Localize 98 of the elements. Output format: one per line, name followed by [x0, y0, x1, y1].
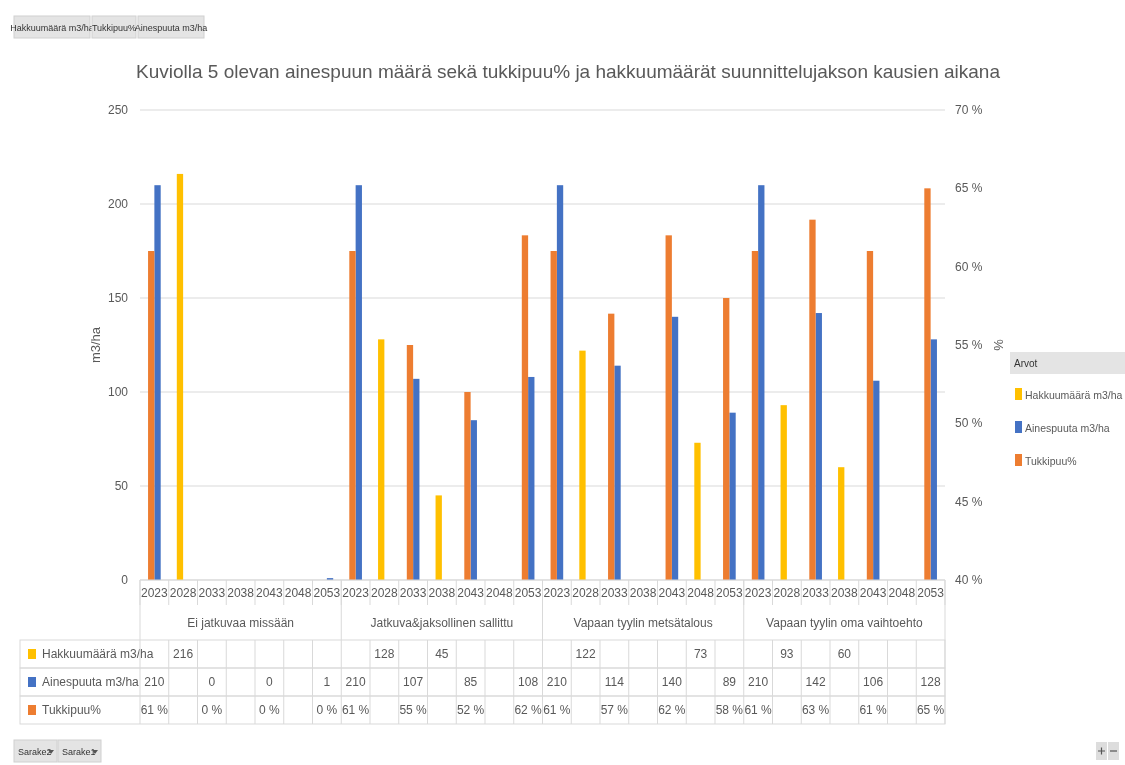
field-button: Sarake2 — [13, 739, 58, 763]
data-label: 210 — [345, 675, 366, 689]
x-tick-label: 2023 — [141, 586, 169, 600]
data-label: 140 — [661, 675, 683, 689]
x-tick-label: 2028 — [773, 586, 801, 600]
x-tick-label: 2033 — [399, 586, 427, 600]
data-label: 114 — [604, 675, 625, 689]
data-label: 106 — [863, 675, 884, 689]
legend-label: Hakkuumäärä m3/ha — [42, 647, 154, 661]
data-label: 1 — [323, 675, 331, 689]
x-tick-label: 2023 — [543, 586, 571, 600]
data-label: 58 % — [715, 703, 744, 717]
y2-axis-title: % — [991, 338, 1006, 351]
y2-tick-label: 70 % — [955, 103, 983, 117]
x-tick-label: 2038 — [831, 586, 859, 600]
x-tick-label: 2038 — [629, 586, 657, 600]
x-tick-label: 2043 — [457, 586, 485, 600]
x-tick-label: 2033 — [198, 586, 226, 600]
field-button: Tukkipuu% — [91, 15, 137, 39]
x-tick-label: 2043 — [859, 586, 887, 600]
legend-title: Arvot — [1014, 358, 1038, 369]
x-tick-label: 2053 — [313, 586, 341, 600]
data-label: 128 — [374, 647, 395, 661]
data-label: 57 % — [600, 703, 629, 717]
data-label: 73 — [693, 647, 708, 661]
data-label: 210 — [144, 675, 165, 689]
y2-tick-label: 50 % — [955, 416, 983, 431]
data-label: 45 — [435, 647, 449, 661]
data-label: 108 — [518, 675, 539, 689]
x-tick-label: 2028 — [572, 586, 600, 600]
data-label: 0 — [266, 675, 274, 689]
data-label: 210 — [546, 675, 568, 689]
text: Jatkuva&jaksollinen sallittu — [370, 616, 514, 630]
data-label: 89 — [722, 675, 737, 689]
data-label: 61 % — [744, 703, 773, 717]
x-tick-label: 2033 — [601, 586, 629, 600]
text: Ei jatkuvaa missään — [187, 616, 294, 630]
field-button: Ainespuuta m3/ha — [134, 15, 208, 39]
data-label: 55 % — [399, 703, 428, 717]
x-tick-label: 2028 — [371, 586, 399, 600]
y2-tick-label: 40 % — [955, 573, 983, 587]
field-button: Sarake1 — [57, 739, 102, 763]
x-tick-label: 2043 — [658, 586, 686, 600]
x-tick-label: 2048 — [888, 586, 916, 600]
y-tick-label: 50 — [114, 479, 129, 493]
x-tick-label: 2023 — [342, 586, 370, 600]
y2-tick-label: 55 % — [955, 338, 983, 352]
x-tick-label: 2048 — [486, 586, 514, 600]
data-label: 210 — [748, 675, 769, 689]
y-tick-label: 150 — [107, 291, 129, 305]
y-axis-title: m3/ha — [88, 326, 103, 364]
data-label: 107 — [403, 675, 424, 689]
x-tick-label: 2028 — [169, 586, 197, 600]
data-label: 128 — [920, 675, 941, 689]
x-tick-label: 2053 — [917, 586, 945, 600]
data-label: 63 % — [801, 703, 830, 717]
data-label: 122 — [575, 647, 596, 661]
data-label: 93 — [780, 647, 794, 661]
x-tick-label: 2048 — [284, 586, 312, 600]
chart-title: Kuviolla 5 olevan ainespuun määrä sekä tukkipuu% ja hakkuumäärät suunnittelujakson kausien aikana — [136, 61, 1001, 82]
y-tick-label: 200 — [107, 197, 129, 211]
data-label: 0 — [208, 675, 216, 689]
legend-label: Tukkipuu% — [1025, 455, 1077, 467]
y2-tick-label: 45 % — [955, 494, 983, 509]
y-tick-label: 0 — [121, 573, 129, 587]
x-tick-label: 2033 — [802, 586, 830, 600]
x-tick-label: 2043 — [256, 586, 284, 600]
x-tick-label: 2038 — [227, 586, 255, 600]
text: 0 % — [316, 703, 338, 717]
data-label: 85 — [463, 675, 478, 689]
x-tick-label: 2053 — [514, 586, 542, 600]
data-label: 61 % — [859, 703, 888, 717]
data-label: 62 % — [658, 703, 686, 717]
data-label: 62 % — [514, 703, 543, 717]
y2-tick-label: 60 % — [955, 259, 983, 274]
text: Hakkuumäärä m3/ha — [1025, 389, 1123, 401]
x-tick-label: 2023 — [744, 586, 772, 600]
text: 0 % — [201, 703, 223, 717]
text: Tukkipuu% — [42, 703, 101, 717]
text: 0 % — [259, 703, 280, 717]
text: Vapaan tyylin metsätalous — [573, 616, 713, 630]
y-tick-label: 100 — [107, 385, 129, 399]
x-tick-label: 2053 — [716, 586, 744, 600]
data-label: 61 % — [140, 703, 169, 717]
data-label: 216 — [173, 647, 194, 661]
text: Ainespuuta m3/ha — [42, 675, 139, 689]
data-label: 52 % — [456, 703, 485, 717]
x-tick-label: 2038 — [428, 586, 456, 600]
y-tick-label: 250 — [107, 103, 129, 117]
data-label: 60 — [837, 647, 852, 661]
data-label: 142 — [805, 675, 826, 689]
data-label: 61 % — [543, 703, 571, 717]
text: Vapaan tyylin oma vaihtoehto — [766, 616, 923, 630]
legend-label: Ainespuuta m3/ha — [1025, 422, 1110, 434]
x-tick-label: 2048 — [687, 586, 715, 600]
y2-tick-label: 65 % — [955, 181, 983, 196]
data-label: 61 % — [341, 703, 370, 717]
data-label: 65 % — [916, 703, 945, 717]
